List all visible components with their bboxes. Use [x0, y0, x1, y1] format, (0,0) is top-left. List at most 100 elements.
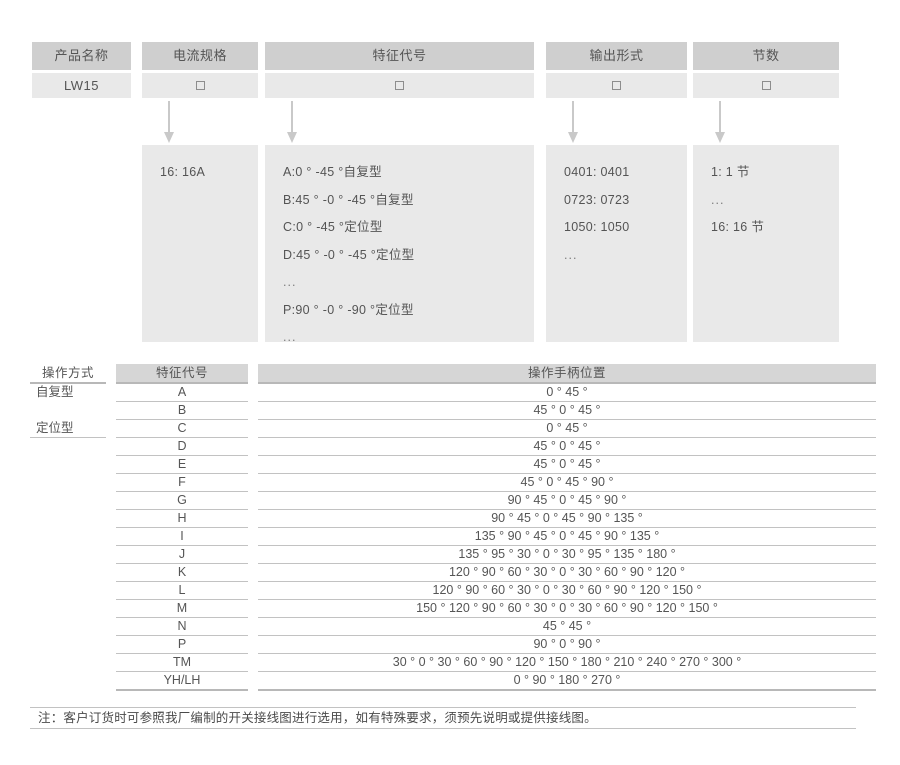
cell-operation-mode [30, 618, 106, 636]
cell-handle-position: 135 ° 90 ° 45 ° 0 ° 45 ° 90 ° 135 ° [258, 527, 876, 546]
column-gap [248, 383, 258, 402]
cell-operation-mode [30, 672, 106, 691]
cell-handle-position: 45 ° 0 ° 45 ° [258, 401, 876, 420]
down-arrow-icon [715, 101, 726, 143]
cell-operation-mode [30, 474, 106, 492]
note-bar: 注：客户订货时可参照我厂编制的开关接线图进行选用，如有特殊要求，须预先说明或提供… [30, 707, 856, 729]
empty-square-icon [612, 81, 621, 91]
cell-operation-mode [30, 438, 106, 456]
code-column-value-placeholder [142, 73, 258, 98]
product-code-diagram: 产品名称 LW15 电流规格 特征代号 输出形式 节数 16: 16A A:0 … [32, 42, 842, 344]
column-gap [106, 402, 116, 420]
cell-feature-code: K [116, 563, 248, 582]
cell-operation-mode [30, 564, 106, 582]
cell-feature-code: H [116, 509, 248, 528]
column-gap [106, 600, 116, 618]
code-column-value: LW15 [32, 73, 131, 98]
code-options-feature-code: A:0 ° -45 °自复型 B:45 ° -0 ° -45 °自复型 C:0 ° … [265, 145, 534, 344]
table-row: P 90 ° 0 ° 90 ° [30, 635, 876, 654]
cell-operation-mode [30, 546, 106, 564]
cell-handle-position: 0 ° 45 ° [258, 383, 876, 402]
column-gap [248, 474, 258, 492]
cell-feature-code: E [116, 455, 248, 474]
code-option-item: 16: 16 节 [711, 220, 765, 234]
table-row: 自复型 A 0 ° 45 ° [30, 383, 876, 402]
table-row: B 45 ° 0 ° 45 ° [30, 401, 876, 420]
cell-operation-mode: 定位型 [30, 419, 106, 438]
cell-handle-position: 45 ° 0 ° 45 ° [258, 437, 876, 456]
cell-handle-position: 135 ° 95 ° 30 ° 0 ° 30 ° 95 ° 135 ° 180 … [258, 545, 876, 564]
code-option-item: ... [283, 330, 297, 344]
column-gap [106, 492, 116, 510]
code-column-value-placeholder [546, 73, 687, 98]
column-gap [106, 528, 116, 546]
cell-feature-code: M [116, 599, 248, 618]
cell-handle-position: 90 ° 45 ° 0 ° 45 ° 90 ° [258, 491, 876, 510]
table-row: F 45 ° 0 ° 45 ° 90 ° [30, 473, 876, 492]
cell-handle-position: 45 ° 0 ° 45 ° [258, 455, 876, 474]
cell-operation-mode [30, 636, 106, 654]
cell-feature-code: F [116, 473, 248, 492]
cell-feature-code: YH/LH [116, 671, 248, 691]
column-gap [106, 420, 116, 438]
column-gap [106, 438, 116, 456]
code-option-item: 0401: 0401 [564, 165, 630, 179]
code-option-item: 16: 16A [160, 165, 206, 179]
code-option-item: D:45 ° -0 ° -45 °定位型 [283, 247, 415, 262]
column-gap [248, 528, 258, 546]
code-column-header: 电流规格 [142, 42, 258, 70]
cell-operation-mode [30, 528, 106, 546]
cell-operation-mode: 自复型 [36, 385, 74, 400]
table-row: D 45 ° 0 ° 45 ° [30, 437, 876, 456]
column-gap [106, 510, 116, 528]
code-option-item: B:45 ° -0 ° -45 °自复型 [283, 192, 414, 207]
cell-feature-code: I [116, 527, 248, 546]
code-column-header: 输出形式 [546, 42, 687, 70]
cell-feature-code: B [116, 401, 248, 420]
cell-feature-code: N [116, 617, 248, 636]
down-arrow-icon [164, 101, 175, 143]
table-row: K 120 ° 90 ° 60 ° 30 ° 0 ° 30 ° 60 ° 90 °… [30, 563, 876, 582]
table-row: H 90 ° 45 ° 0 ° 45 ° 90 ° 135 ° [30, 509, 876, 528]
cell-feature-code: G [116, 491, 248, 510]
column-gap [106, 654, 116, 672]
column-header-handle-position: 操作手柄位置 [258, 364, 876, 384]
empty-square-icon [395, 81, 404, 91]
cell-handle-position: 90 ° 45 ° 0 ° 45 ° 90 ° 135 ° [258, 509, 876, 528]
code-column-value-placeholder [693, 73, 839, 98]
column-gap [248, 672, 258, 691]
table-row: YH/LH 0 ° 90 ° 180 ° 270 ° [30, 671, 876, 691]
code-option-item: A:0 ° -45 °自复型 [283, 165, 382, 179]
column-gap [248, 438, 258, 456]
table-row: M 150 ° 120 ° 90 ° 60 ° 30 ° 0 ° 30 ° 60 … [30, 599, 876, 618]
code-options-output-form: 0401: 0401 0723: 0723 1050: 1050... [546, 145, 687, 342]
spec-table-head: 操作方式 特征代号 操作手柄位置 [30, 364, 876, 384]
column-gap [248, 546, 258, 564]
column-gap [248, 420, 258, 438]
code-column-section-count: 节数 [693, 42, 839, 143]
column-gap [248, 492, 258, 510]
empty-square-icon [761, 81, 771, 91]
spec-table: 操作方式 特征代号 操作手柄位置 自复型 A 0 ° 45 ° B 45 ° 0 ° 4… [30, 364, 876, 691]
code-column-header: 产品名称 [32, 42, 131, 70]
code-options-current-rating: 16: 16A [142, 145, 258, 342]
down-arrow-icon [287, 101, 298, 143]
column-gap [248, 618, 258, 636]
column-gap [106, 546, 116, 564]
cell-handle-position: 90 ° 0 ° 90 ° [258, 635, 876, 654]
cell-handle-position: 150 ° 120 ° 90 ° 60 ° 30 ° 0 ° 30 ° 60 °… [258, 599, 876, 618]
table-row: 定位型 C 0 ° 45 ° [30, 419, 876, 438]
code-column-feature-code: 特征代号 [265, 42, 534, 143]
code-column-current-rating: 电流规格 [142, 42, 258, 143]
code-option-item: 1050: 1050 [564, 220, 630, 234]
column-gap [248, 402, 258, 420]
cell-feature-code: C [116, 419, 248, 438]
column-gap [106, 618, 116, 636]
cell-feature-code: L [116, 581, 248, 600]
cell-handle-position: 120 ° 90 ° 60 ° 30 ° 0 ° 30 ° 60 ° 90 ° … [258, 563, 876, 582]
empty-square-icon [195, 81, 205, 91]
column-gap [106, 474, 116, 492]
cell-handle-position: 45 ° 0 ° 45 ° 90 ° [258, 473, 876, 492]
code-option-item: C:0 ° -45 °定位型 [283, 220, 383, 234]
table-row: L 120 ° 90 ° 60 ° 30 ° 0 ° 30 ° 60 ° 90 °… [30, 581, 876, 600]
